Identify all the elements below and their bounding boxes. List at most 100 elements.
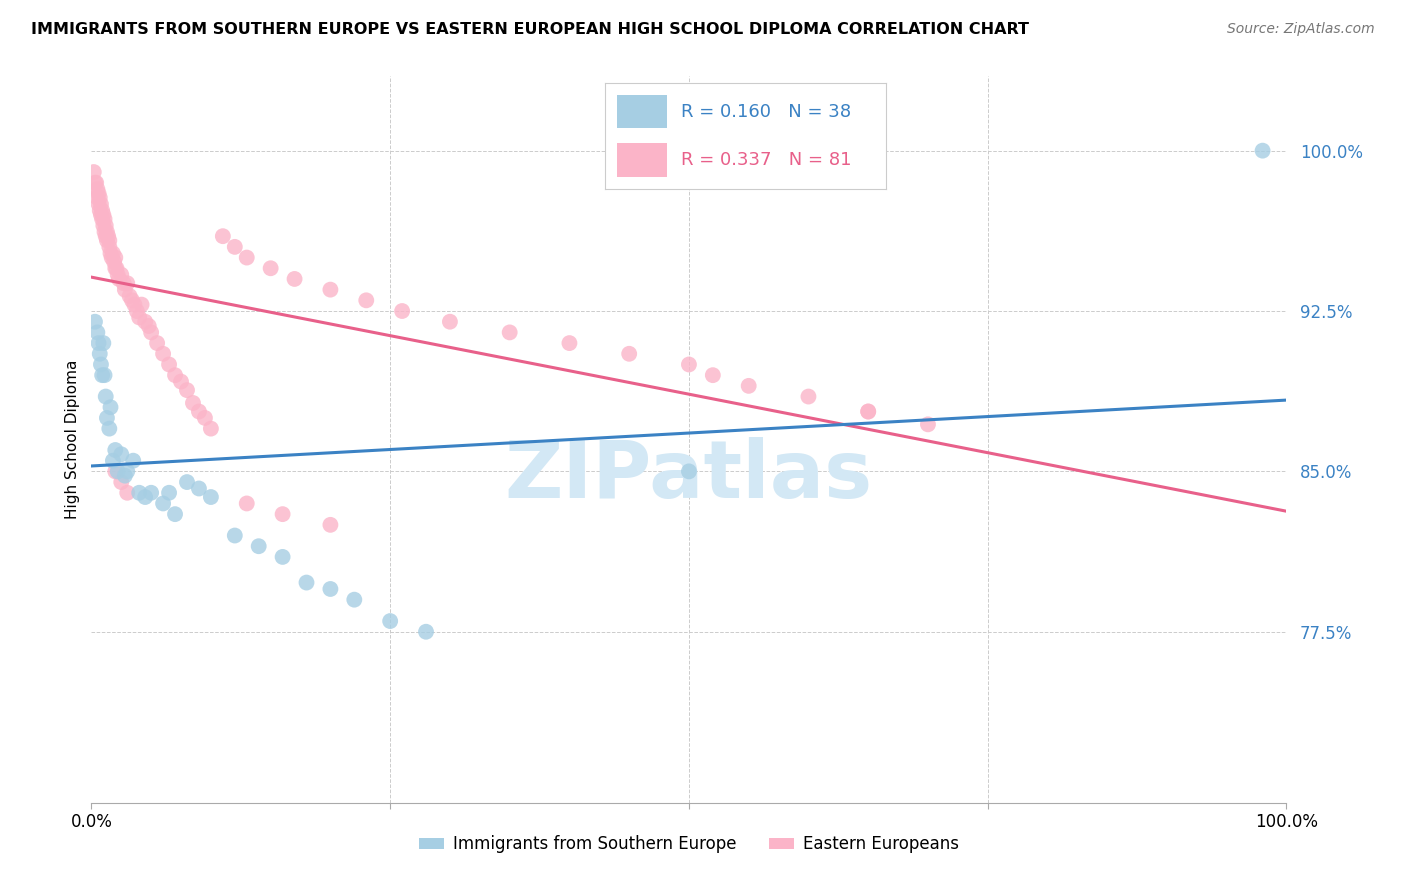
Point — [87, 197, 110, 211]
Point — [84, 176, 107, 190]
Point — [498, 326, 520, 340]
Point — [115, 485, 138, 500]
Point — [115, 464, 138, 478]
Point — [146, 336, 169, 351]
Point — [737, 379, 759, 393]
Point — [134, 315, 156, 329]
Point — [678, 464, 700, 478]
Point — [93, 219, 114, 233]
Point — [200, 490, 222, 504]
Point — [343, 592, 366, 607]
Point — [200, 422, 222, 436]
Point — [163, 368, 186, 383]
Point — [96, 225, 118, 239]
Point — [157, 358, 180, 372]
Point — [176, 383, 198, 397]
Point — [96, 411, 118, 425]
Point — [235, 496, 259, 510]
Point — [93, 225, 115, 239]
Point — [678, 358, 700, 372]
Point — [558, 336, 581, 351]
Point — [319, 582, 342, 596]
Point — [295, 575, 318, 590]
Point — [90, 358, 112, 372]
Point — [100, 246, 122, 260]
Point — [100, 401, 122, 415]
Point — [91, 203, 114, 218]
Point — [98, 422, 121, 436]
Point — [259, 261, 281, 276]
Point — [271, 507, 294, 521]
Point — [112, 277, 135, 291]
Point — [187, 404, 211, 418]
Point — [101, 453, 124, 467]
Point — [98, 240, 121, 254]
Point — [104, 251, 127, 265]
Point — [917, 417, 939, 432]
Point — [619, 347, 641, 361]
Point — [152, 347, 174, 361]
Point — [121, 293, 143, 308]
Y-axis label: High School Diploma: High School Diploma — [65, 359, 80, 519]
Point — [702, 368, 724, 383]
Point — [125, 304, 148, 318]
Point — [105, 261, 128, 276]
Point — [141, 485, 162, 500]
Point — [176, 475, 198, 489]
Point — [104, 261, 127, 276]
Point — [131, 297, 153, 311]
Point — [224, 240, 246, 254]
Point — [110, 447, 132, 461]
Point — [89, 191, 111, 205]
Point — [93, 212, 115, 227]
Point — [94, 390, 117, 404]
Point — [163, 507, 186, 521]
Point — [100, 251, 122, 265]
Point — [157, 485, 180, 500]
Point — [108, 272, 131, 286]
Point — [1251, 144, 1274, 158]
Point — [247, 539, 270, 553]
Point — [83, 165, 105, 179]
Point — [91, 368, 114, 383]
Point — [110, 268, 132, 282]
Point — [152, 496, 174, 510]
Point — [84, 315, 107, 329]
Point — [86, 191, 108, 205]
Point — [797, 390, 820, 404]
Point — [170, 375, 193, 389]
Point — [94, 219, 117, 233]
Point — [96, 234, 118, 248]
Point — [224, 528, 246, 542]
Text: Source: ZipAtlas.com: Source: ZipAtlas.com — [1227, 22, 1375, 37]
Legend: Immigrants from Southern Europe, Eastern Europeans: Immigrants from Southern Europe, Eastern… — [412, 829, 966, 860]
Point — [271, 549, 294, 564]
Point — [89, 347, 111, 361]
Point — [104, 464, 127, 478]
Point — [90, 197, 112, 211]
Point — [415, 624, 437, 639]
Point — [87, 336, 110, 351]
Point — [86, 182, 108, 196]
Point — [84, 176, 107, 190]
Point — [856, 404, 880, 418]
Point — [114, 468, 136, 483]
Point — [128, 310, 150, 325]
Point — [87, 186, 110, 201]
Point — [378, 614, 402, 628]
Point — [107, 268, 129, 282]
Point — [391, 304, 413, 318]
Point — [856, 404, 880, 418]
Point — [319, 283, 342, 297]
Point — [235, 251, 259, 265]
Point — [354, 293, 377, 308]
Point — [138, 318, 160, 333]
Point — [128, 485, 150, 500]
Text: ZIPatlas: ZIPatlas — [505, 437, 873, 515]
Point — [103, 255, 125, 269]
Point — [93, 368, 115, 383]
Point — [122, 453, 145, 467]
Point — [91, 212, 114, 227]
Point — [284, 272, 307, 286]
Point — [104, 442, 127, 457]
